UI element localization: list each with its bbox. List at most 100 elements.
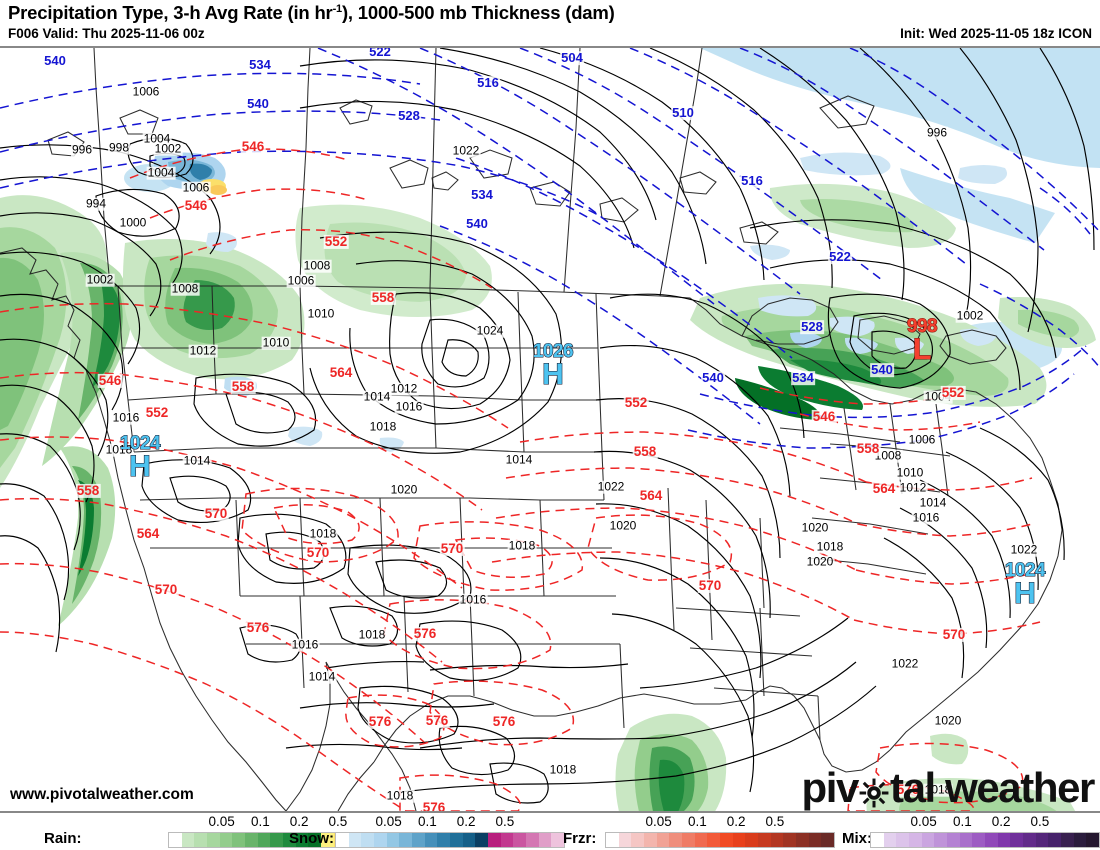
legend-swatch <box>1010 833 1023 847</box>
pivotal-weather-logo: piv <box>801 764 1096 811</box>
legend-swatch <box>424 833 438 847</box>
thickness-warm-label: 570 <box>203 505 229 522</box>
legend-colorbar-frzr[interactable] <box>605 832 835 848</box>
thickness-warm-label: 546 <box>240 138 266 155</box>
valid-time-label: F006 Valid: Thu 2025-11-06 00z <box>8 26 205 41</box>
mslp-contour-label: 1016 <box>111 410 141 425</box>
colorbar-legend: Rain: 0.05 0.1 0.2 0.5 Snow: 0.05 0.1 0.2 0.5 Frzr… <box>0 813 1100 850</box>
mslp-contour-label: 1008 <box>302 258 332 273</box>
mslp-contour-label: 1002 <box>153 141 183 156</box>
legend-tick: 0.05 <box>375 814 402 829</box>
legend-ticks-frzr: 0.05 0.1 0.2 0.5 <box>605 813 833 830</box>
thickness-warm-label: 576 <box>245 619 271 636</box>
thickness-warm-label: 558 <box>855 440 881 457</box>
thickness-cold-label: 540 <box>465 216 489 232</box>
map-graphics <box>0 48 1100 811</box>
legend-label-rain: Rain: <box>44 830 82 847</box>
thickness-warm-label: 552 <box>144 404 170 421</box>
thickness-cold-label: 540 <box>870 362 894 378</box>
mslp-contour-label: 1020 <box>933 713 963 728</box>
thickness-warm-label: 558 <box>632 443 658 460</box>
legend-swatch <box>399 833 412 847</box>
mslp-contour-label: 1002 <box>955 308 985 323</box>
thickness-cold-label: 540 <box>701 370 725 386</box>
legend-swatch <box>232 833 245 847</box>
thickness-warm-label: 558 <box>370 289 396 306</box>
legend-swatch <box>320 833 334 847</box>
mslp-contour-label: 1014 <box>918 495 948 510</box>
mslp-contour-label: 1014 <box>504 452 534 467</box>
legend-ticks-mix: 0.05 0.1 0.2 0.5 <box>870 813 1098 830</box>
mslp-contour-label: 1022 <box>1009 542 1039 557</box>
mslp-contour-label: 1006 <box>286 273 316 288</box>
legend-tick: 0.1 <box>952 814 972 829</box>
thickness-warm-label: 576 <box>421 800 447 811</box>
legend-swatch <box>513 833 526 847</box>
legend-swatch <box>437 833 450 847</box>
thickness-cold-label: 528 <box>397 108 421 124</box>
mslp-contour-label: 1002 <box>85 272 115 287</box>
legend-tick: 0.2 <box>289 814 309 829</box>
legend-swatch <box>348 833 362 847</box>
legend-swatch <box>206 833 220 847</box>
legend-swatch <box>181 833 195 847</box>
gear-sun-icon <box>859 773 889 808</box>
mslp-contour-label: 1016 <box>290 637 320 652</box>
map-canvas[interactable]: 1006 996 998 1004 1002 1004 1006 994 1000 1002 100… <box>0 46 1100 813</box>
legend-swatch <box>631 833 644 847</box>
legend-tick: 0.05 <box>910 814 937 829</box>
thickness-warm-label: 576 <box>367 713 393 730</box>
thickness-cold-label: 522 <box>368 46 392 60</box>
thickness-cold-label: 534 <box>248 57 272 73</box>
mslp-contour-label: 1020 <box>800 520 830 535</box>
mslp-contour-label: 1004 <box>142 131 172 146</box>
thickness-warm-label: 564 <box>135 525 161 542</box>
legend-swatch <box>959 833 973 847</box>
mslp-contour-label: 1008 <box>873 448 903 463</box>
mslp-contour-label: 1014 <box>182 453 212 468</box>
mslp-contour-label: 1018 <box>308 526 338 541</box>
mslp-contour-label: 1014 <box>307 669 337 684</box>
legend-swatch <box>449 833 463 847</box>
legend-swatch <box>883 833 897 847</box>
legend-swatch <box>295 833 309 847</box>
legend-tick: 0.5 <box>765 814 785 829</box>
mslp-contour-label: 1016 <box>458 592 488 607</box>
legend-swatch <box>475 833 488 847</box>
legend-swatch <box>871 833 884 847</box>
legend-label-mix: Mix: <box>842 830 872 847</box>
legend-swatch <box>997 833 1011 847</box>
legend-swatch <box>921 833 935 847</box>
legend-tick: 0.1 <box>687 814 707 829</box>
legend-tick: 0.5 <box>495 814 515 829</box>
mslp-contour-label: 1020 <box>805 554 835 569</box>
legend-swatch <box>707 833 720 847</box>
legend-colorbar-snow[interactable] <box>335 832 565 848</box>
mslp-contour-label: 1012 <box>389 381 419 396</box>
legend-swatch <box>270 833 283 847</box>
legend-swatch <box>656 833 670 847</box>
legend-swatch <box>1022 833 1036 847</box>
legend-colorbar-mix[interactable] <box>870 832 1100 848</box>
mslp-isobars <box>0 48 1095 804</box>
thickness-cold-label: 534 <box>470 187 494 203</box>
thickness-cold-label: 522 <box>828 249 852 265</box>
thickness-warm-label: 552 <box>940 384 966 401</box>
thickness-cold-label: 528 <box>800 319 824 335</box>
thickness-cold-label: 504 <box>560 50 584 66</box>
logo-text-part1: piv <box>801 764 860 811</box>
thickness-warm-label: 546 <box>811 408 837 425</box>
legend-swatch <box>757 833 771 847</box>
legend-swatch <box>783 833 796 847</box>
legend-swatch <box>386 833 400 847</box>
thickness-warm-label: 570 <box>941 626 967 643</box>
legend-swatch <box>1035 833 1049 847</box>
map-header: Precipitation Type, 3-h Avg Rate (in hr-… <box>0 0 1100 46</box>
thickness-warm-label: 558 <box>230 378 256 395</box>
legend-tick: 0.2 <box>991 814 1011 829</box>
thickness-warm-label: 576 <box>895 781 921 798</box>
legend-swatch <box>821 833 834 847</box>
legend-swatch <box>934 833 947 847</box>
thickness-warm-label: 576 <box>491 713 517 730</box>
